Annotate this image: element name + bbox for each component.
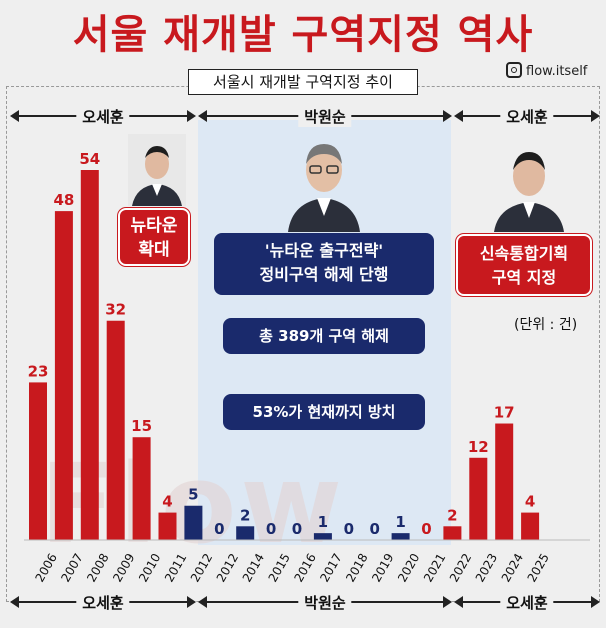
bar-value-label-13: 0 — [369, 520, 379, 538]
era-bottom-left: 오세훈 — [10, 592, 196, 613]
bar-8 — [236, 526, 255, 540]
era-bottom-right: 오세훈 — [454, 592, 600, 613]
x-tick-label-13: 2019 — [369, 551, 396, 584]
x-tick-label-12: 2018 — [343, 551, 370, 584]
era-bottom-right-label: 오세훈 — [500, 592, 554, 613]
callout-fast-track-line2: 구역 지정 — [491, 268, 557, 287]
instagram-handle: flow.itself — [506, 62, 587, 79]
x-tick-label-11: 2017 — [317, 551, 344, 584]
bar-14 — [391, 533, 410, 540]
oh-sehoon-portrait-right — [494, 152, 564, 232]
bar-0 — [29, 382, 47, 540]
bar-value-label-11: 1 — [318, 513, 328, 531]
x-tick-label-17: 2023 — [473, 551, 500, 584]
bar-value-label-10: 0 — [292, 520, 302, 538]
bar-value-label-19: 4 — [525, 493, 535, 511]
era-top-right: 오세훈 — [454, 106, 600, 127]
bar-value-label-17: 12 — [468, 438, 489, 456]
callout-newtown-expansion: 뉴타운 확대 — [118, 208, 190, 266]
x-tick-label-2: 2008 — [84, 551, 111, 584]
x-tick-label-6: 2012 — [188, 551, 215, 584]
era-top-left: 오세훈 — [10, 106, 196, 127]
callout-exit-line1: '뉴타운 출구전략' — [264, 241, 384, 260]
page-title: 서울 재개발 구역지정 역사 — [72, 12, 534, 58]
unit-label: (단위 : 건) — [514, 317, 578, 333]
bar-value-label-18: 17 — [494, 404, 515, 422]
x-tick-label-18: 2024 — [499, 551, 526, 584]
bar-value-label-2: 54 — [79, 150, 100, 168]
x-tick-label-4: 2010 — [136, 551, 163, 584]
bar-value-label-6: 5 — [188, 486, 198, 504]
callout-exit-strategy: '뉴타운 출구전략' 정비구역 해제 단행 — [214, 233, 434, 295]
bar-17 — [469, 457, 488, 540]
callout-exit-line2: 정비구역 해제 단행 — [259, 265, 389, 284]
callout-total-released: 총 389개 구역 해제 — [223, 318, 425, 354]
callout-fast-track: 신속통합기획 구역 지정 — [456, 234, 592, 296]
handle-text: flow.itself — [526, 64, 588, 79]
x-tick-label-14: 2020 — [395, 551, 422, 584]
bar-value-label-8: 2 — [240, 506, 250, 524]
bar-11 — [313, 533, 332, 540]
era-bottom-left-label: 오세훈 — [76, 592, 130, 613]
bar-2 — [80, 170, 99, 540]
bar-16 — [443, 526, 462, 540]
chart-subtitle: 서울시 재개발 구역지정 추이 — [188, 69, 418, 95]
x-tick-label-8: 2014 — [240, 551, 267, 584]
x-tick-label-9: 2015 — [266, 551, 293, 584]
bar-19 — [521, 512, 540, 540]
bar-18 — [495, 423, 514, 540]
x-tick-label-5: 2011 — [162, 551, 189, 584]
bar-value-label-15: 0 — [421, 520, 431, 538]
era-top-right-label: 오세훈 — [500, 106, 554, 127]
bar-value-label-12: 0 — [344, 520, 354, 538]
bar-value-label-4: 15 — [131, 417, 152, 435]
bar-value-label-16: 2 — [447, 506, 457, 524]
callout-unattended-text: 53%가 현재까지 방치 — [252, 403, 396, 421]
callout-unattended: 53%가 현재까지 방치 — [223, 394, 425, 430]
x-tick-label-7: 2012 — [214, 551, 241, 584]
x-tick-label-1: 2007 — [58, 551, 85, 584]
bar-value-label-9: 0 — [266, 520, 276, 538]
era-top-left-label: 오세훈 — [76, 106, 130, 127]
callout-newtown-line2: 확대 — [138, 240, 170, 260]
x-tick-label-16: 2022 — [447, 551, 474, 584]
callout-newtown-line1: 뉴타운 — [130, 216, 178, 236]
callout-total-released-text: 총 389개 구역 해제 — [259, 327, 389, 345]
era-bottom-middle: 박원순 — [198, 592, 452, 613]
era-top-middle: 박원순 — [198, 106, 452, 127]
bar-value-label-0: 23 — [28, 362, 49, 380]
park-wonsoon-portrait — [288, 144, 360, 232]
bar-value-label-3: 32 — [105, 301, 126, 319]
era-bottom-middle-label: 박원순 — [298, 592, 352, 613]
era-top-middle-label: 박원순 — [298, 106, 352, 127]
instagram-icon — [506, 62, 522, 78]
x-tick-label-0: 2006 — [32, 551, 59, 584]
bar-1 — [54, 211, 73, 540]
x-tick-label-19: 2025 — [525, 551, 552, 584]
bar-6 — [184, 505, 203, 540]
oh-sehoon-portrait-left — [128, 134, 186, 206]
x-tick-label-15: 2021 — [421, 551, 448, 584]
x-tick-label-3: 2009 — [110, 551, 137, 584]
bar-value-label-7: 0 — [214, 520, 224, 538]
bar-value-label-1: 48 — [53, 191, 74, 209]
bar-3 — [106, 320, 125, 540]
bar-4 — [132, 437, 151, 540]
bar-value-label-14: 1 — [395, 513, 405, 531]
x-tick-label-10: 2016 — [291, 551, 318, 584]
bar-value-label-5: 4 — [162, 493, 172, 511]
bar-5 — [158, 512, 177, 540]
callout-fast-track-line1: 신속통합기획 — [479, 244, 569, 263]
